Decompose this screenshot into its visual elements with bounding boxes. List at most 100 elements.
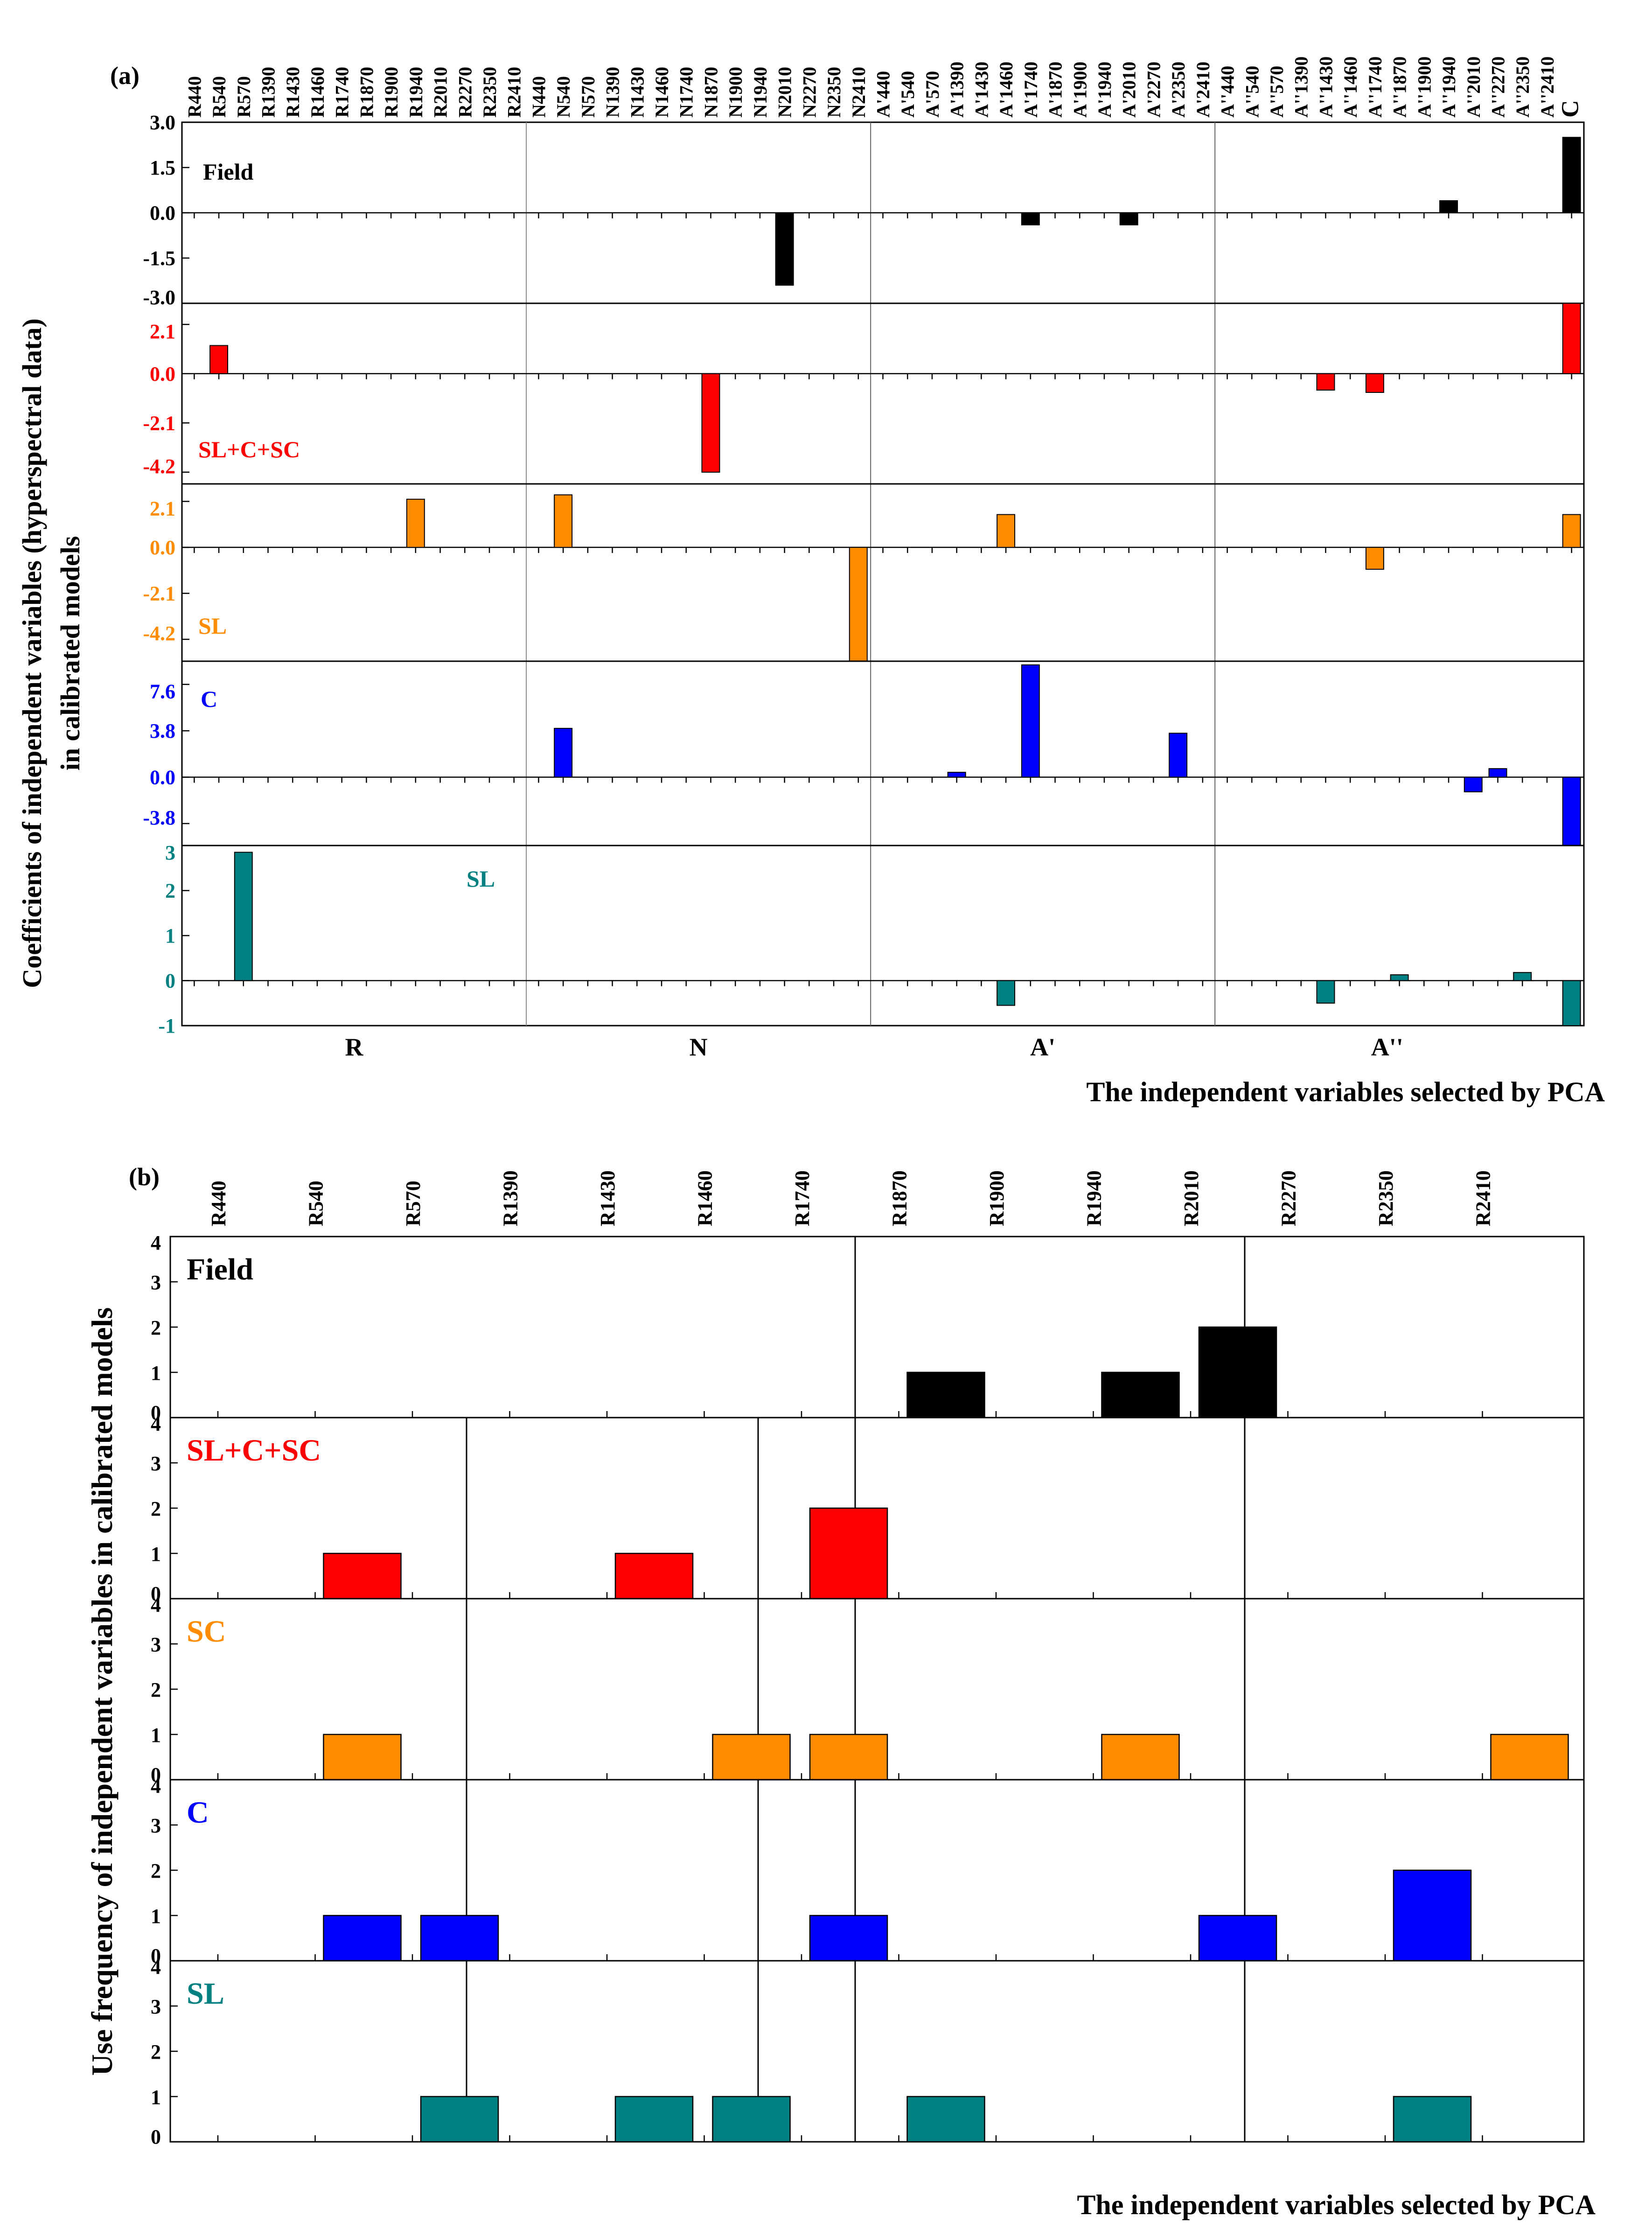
panel-b-x-tick-label: R2410 [1472,1170,1495,1226]
svg-text:R570: R570 [233,76,254,118]
panel-a-x-tick-label: R1390 [258,67,279,118]
panel-a-ylabel-line1: Coefficients of independent variables (h… [17,318,47,988]
svg-text:A'1940: A'1940 [1094,62,1115,118]
panel-b-subplot-3: 4 3 2 1 0 SC [151,1594,1584,1786]
svg-text:R2350: R2350 [1374,1170,1397,1226]
panel-b-bar-sl-r2350 [1393,2096,1472,2143]
panel-b-bar-sc-r1460 [712,1734,791,1781]
panel-b-subplot-label-3: SC [187,1615,226,1649]
svg-text:A''1940: A''1940 [1438,56,1459,118]
panel-a-x-tick-label: A''440 [1217,66,1238,118]
panel-b-y-tick-label: 2 [151,1678,161,1701]
panel-a-y-tick-label: 3.0 [150,111,175,134]
panel-a-x-tick-label: R1940 [405,67,426,118]
panel-a-bar-sl-a-prime1460 [997,514,1016,548]
panel-a-y-tick-label: 1.5 [150,156,175,179]
svg-text:A'1740: A'1740 [1020,62,1041,118]
panel-a-bar-sl-n2410 [849,547,868,662]
svg-text:A''440: A''440 [1217,66,1238,118]
panel-a-x-tick-label: A''2010 [1463,56,1484,118]
svg-text:A'1460: A'1460 [996,62,1017,118]
svg-text:R570: R570 [402,1181,425,1226]
panel-a-x-tick-label: R1900 [381,67,402,118]
svg-text:N2350: N2350 [823,67,844,118]
panel-a-x-tick-label: A'1940 [1094,62,1115,118]
panel-a-y-tick-label: 0.0 [150,202,175,224]
panel-a-x-tick-label: A'1390 [947,62,968,118]
svg-text:R1430: R1430 [282,67,303,118]
panel-b-x-tick-label: R440 [207,1181,230,1226]
panel-a-x-tick-label: R2270 [454,67,475,118]
svg-text:R540: R540 [209,76,230,118]
panel-a-x-tick-label: R2350 [479,67,500,118]
panel-a-bar-sl-c-sc-n1870 [701,373,720,473]
panel-a-y-tick-label: -1.5 [143,247,175,270]
panel-a-x-tick-label: A''1870 [1389,56,1410,118]
panel-a-x-tick-label: A'440 [873,71,894,118]
svg-text:A''2010: A''2010 [1463,56,1484,118]
svg-text:A'1430: A'1430 [971,62,992,118]
panel-a-bar-sl-a-dprime2350 [1513,972,1532,981]
panel-a-x-tick-label: N1460 [651,67,672,118]
svg-text:A''1870: A''1870 [1389,56,1410,118]
svg-text:A'440: A'440 [873,71,894,118]
panel-a-y-tick-label: -2.1 [143,412,175,434]
svg-text:A'1390: A'1390 [947,62,968,118]
panel-a-y-tick-label: 0.0 [150,363,175,385]
panel-a-x-tick-label: N1740 [676,67,697,118]
panel-a-y-tick-label: 0.0 [150,766,175,789]
panel-b-bar-sl-r570 [420,2096,499,2143]
panel-a-y-tick-label: 0 [165,970,175,993]
svg-text:N1460: N1460 [651,67,672,118]
panel-a-x-tick-label: R570 [233,76,254,118]
panel-a-frame [181,121,1585,1027]
panel-b-y-tick-label: 0 [151,1401,161,1424]
svg-text:R1390: R1390 [258,67,279,118]
panel-b-bar-field-r2010 [1198,1326,1277,1419]
panel-a-x-tick-label: N1430 [627,67,648,118]
panel-a-x-tick-label: A'1870 [1045,62,1066,118]
panel-b-y-tick-label: 4 [151,1956,161,1978]
panel-b-ylabel: Use frequency of independent variables i… [85,1307,118,2076]
svg-text:R1740: R1740 [791,1170,814,1226]
panel-a-bar-field-a-dprime1940 [1439,200,1458,213]
panel-b-subplot-label-5: SL [187,1977,224,2011]
panel-a-bar-field-n2010 [775,212,794,286]
svg-text:A''2350: A''2350 [1512,56,1533,118]
panel-a-x-tick-label: A''2350 [1512,56,1533,118]
panel-a-y-tick-label: -4.2 [143,622,175,645]
panel-a-x-tick-label: R2010 [430,67,451,118]
panel-a-x-tick-label: N440 [528,76,549,118]
panel-a-y-tick-label: 1 [165,924,175,947]
panel-a-subplot-label-2: SL+C+SC [198,436,300,462]
panel-b-y-tick-label: 0 [151,1944,161,1967]
panel-b-bar-sc-r1740 [809,1734,888,1781]
svg-text:R1460: R1460 [307,67,328,118]
svg-text:A'1870: A'1870 [1045,62,1066,118]
panel-b-bar-field-r1940 [1101,1371,1180,1419]
panel-a-bar-sl-a-dprime1430 [1316,980,1335,1004]
panel-a-bar-c-a-dprime2010 [1464,776,1483,792]
panel-b-y-tick-label: 4 [151,1412,161,1435]
panel-b-x-tick-label: R570 [402,1181,425,1226]
svg-text:R1870: R1870 [888,1170,911,1226]
panel-a-x-tick-label: A'2350 [1168,62,1189,118]
svg-text:R2410: R2410 [504,67,525,118]
svg-text:R1390: R1390 [499,1170,522,1226]
panel-b-x-tick-label: R1900 [985,1170,1008,1226]
panel-a-bar-field-a-prime1740 [1021,212,1040,225]
panel-b-y-tick-label: 3 [151,1814,161,1837]
svg-text:R2010: R2010 [1180,1170,1203,1226]
svg-text:A''1740: A''1740 [1365,56,1386,118]
panel-a-x-tick-label: R440 [184,76,205,118]
svg-text:A''2410: A''2410 [1537,56,1558,118]
svg-text:A'2010: A'2010 [1119,62,1140,118]
panel-a-y-tick-label: 3.8 [150,720,175,742]
panel-a-x-tick-label: A''1740 [1365,56,1386,118]
panel-b-x-tick-label: R1430 [596,1170,619,1226]
panel-a-bar-sl-a-dprime1740 [1365,547,1384,570]
panel-b-y-tick-label: 3 [151,1995,161,2018]
panel-a-x-tick-label: R540 [209,76,230,118]
panel-b-x-tick-label: R540 [305,1181,328,1226]
